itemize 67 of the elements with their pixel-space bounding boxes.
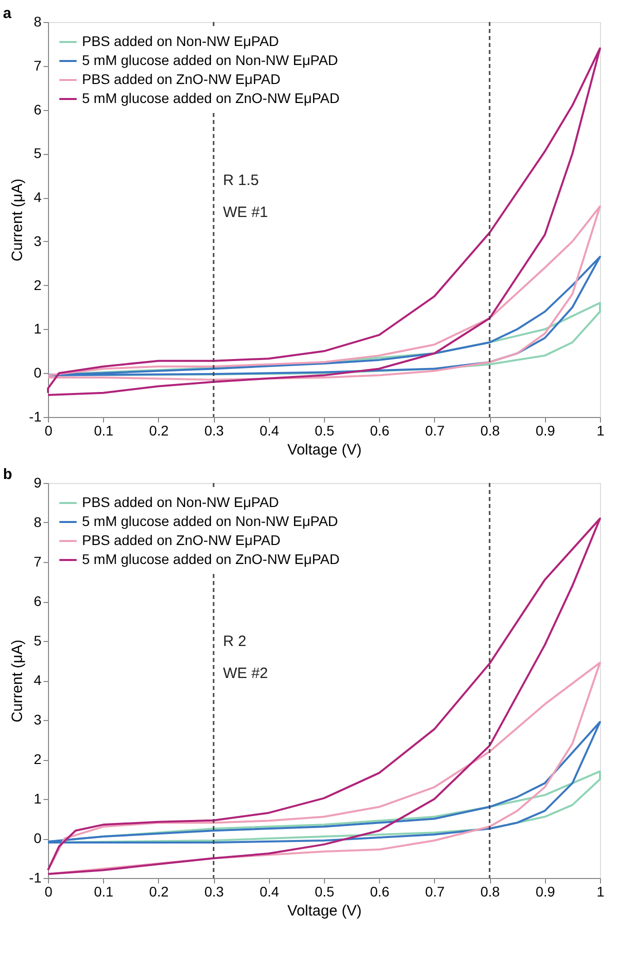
y-axis-title: Current (μA) — [9, 178, 26, 262]
x-tick-label: 0.9 — [536, 884, 556, 900]
x-tick-label: 0.8 — [480, 884, 500, 900]
line-series — [47, 662, 601, 876]
x-tick-label: 0.6 — [370, 884, 390, 900]
y-tick-label: 1 — [34, 790, 42, 806]
legend-label: PBS added on Non-NW EμPAD — [82, 33, 279, 49]
x-tick-label: 0.2 — [149, 422, 169, 438]
legend-label: PBS added on Non-NW EμPAD — [82, 494, 279, 510]
chart-title: b — [3, 466, 12, 483]
y-tick-label: -1 — [29, 408, 42, 424]
y-tick-label: 3 — [34, 712, 42, 728]
y-axis-title: Current (μA) — [9, 640, 26, 722]
y-tick-label: 8 — [34, 514, 42, 530]
y-tick-label: 6 — [34, 593, 42, 609]
x-tick-label: 0.5 — [314, 422, 334, 438]
annotation: R 1.5 — [223, 172, 259, 189]
y-tick-label: 4 — [34, 189, 42, 206]
legend-label: PBS added on ZnO-NW EμPAD — [82, 71, 280, 87]
line-series — [47, 720, 601, 844]
chart-title: a — [3, 5, 12, 22]
y-tick-label: 2 — [34, 276, 42, 293]
y-tick-label: 7 — [34, 57, 42, 74]
x-tick-label: 0.9 — [536, 422, 556, 438]
line-series — [47, 518, 601, 876]
y-tick-label: 7 — [34, 554, 42, 570]
x-tick-label: 1 — [596, 884, 605, 900]
y-tick-label: 6 — [34, 101, 42, 118]
x-tick-label: 0.7 — [425, 422, 445, 438]
line-series — [47, 205, 601, 381]
x-tick-label: 0.8 — [480, 422, 500, 438]
y-tick-label: 2 — [34, 751, 42, 767]
x-tick-label: 0.4 — [260, 884, 280, 900]
legend-label: 5 mM glucose added on ZnO-NW EμPAD — [82, 90, 340, 106]
y-tick-label: 8 — [34, 14, 42, 30]
x-tick-label: 0 — [44, 422, 53, 438]
x-tick-label: 0.3 — [204, 884, 224, 900]
legend-label: 5 mM glucose added on Non-NW EμPAD — [82, 52, 338, 68]
x-tick-label: 0.2 — [149, 884, 169, 900]
x-tick-label: 0.6 — [370, 422, 390, 438]
x-tick-label: 0.4 — [260, 422, 280, 438]
y-tick-label: 5 — [34, 145, 42, 162]
x-tick-label: 0.1 — [94, 422, 114, 438]
legend-label: 5 mM glucose added on ZnO-NW EμPAD — [82, 551, 340, 567]
y-tick-label: 3 — [34, 232, 42, 249]
y-tick-label: 5 — [34, 632, 42, 648]
x-tick-label: 0 — [44, 884, 53, 900]
y-tick-label: 0 — [34, 364, 42, 381]
line-series — [47, 256, 601, 376]
y-tick-label: 0 — [34, 830, 42, 846]
x-axis-title: Voltage (V) — [287, 902, 362, 920]
annotation: WE #2 — [223, 665, 268, 682]
legend-label: PBS added on ZnO-NW EμPAD — [82, 532, 280, 548]
y-tick-label: -1 — [29, 870, 42, 886]
line-series — [47, 47, 601, 396]
x-tick-label: 0.7 — [425, 884, 445, 900]
y-tick-label: 9 — [34, 474, 42, 490]
x-axis-title: Voltage (V) — [287, 442, 362, 458]
x-tick-label: 0.1 — [94, 884, 114, 900]
legend-label: 5 mM glucose added on Non-NW EμPAD — [82, 513, 338, 529]
annotation: WE #1 — [223, 204, 268, 221]
y-tick-label: 1 — [34, 320, 42, 337]
x-tick-label: 0.5 — [314, 884, 334, 900]
x-tick-label: 0.3 — [204, 422, 224, 438]
annotation: R 2 — [223, 633, 246, 650]
x-tick-label: 1 — [596, 422, 605, 438]
y-tick-label: 4 — [34, 672, 42, 688]
